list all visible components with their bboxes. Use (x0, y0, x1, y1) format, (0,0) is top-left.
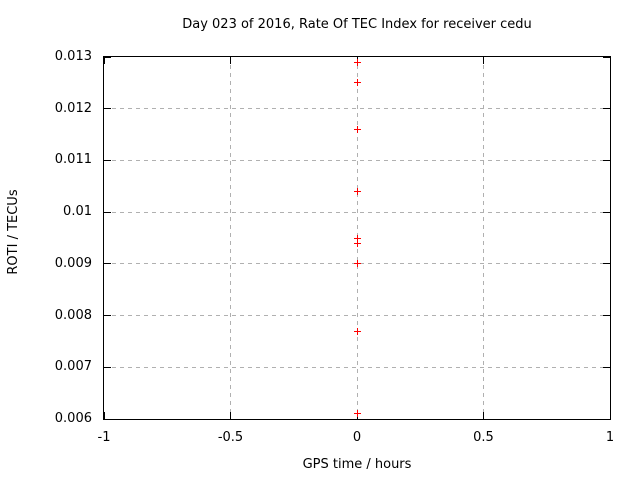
y-tick-mark-left (104, 315, 111, 317)
y-tick-label: 0.011 (54, 152, 92, 168)
y-tick-label: 0.013 (54, 49, 92, 64)
y-tick-label: 0.012 (54, 100, 92, 116)
grid-line-vertical (483, 57, 484, 419)
plot-area (103, 56, 611, 420)
y-tick-mark-left (104, 159, 111, 161)
data-point (353, 79, 361, 87)
y-tick-mark-right (603, 211, 610, 213)
chart-title: Day 023 of 2016, Rate Of TEC Index for r… (182, 17, 532, 32)
y-tick-mark-left (104, 211, 111, 213)
x-tick-mark-bottom (230, 412, 231, 419)
x-tick-label: 0.5 (473, 430, 494, 445)
plus-marker-vbar (356, 187, 358, 195)
x-tick-label: 1 (605, 430, 615, 445)
data-point (353, 58, 361, 66)
y-tick-mark-left (104, 366, 111, 368)
y-tick-label: 0.009 (54, 255, 92, 271)
y-tick-mark-left (104, 263, 111, 265)
plus-marker-vbar (356, 260, 358, 268)
x-tick-mark-top (483, 57, 484, 64)
plus-marker-vbar (356, 239, 358, 247)
y-tick-mark-right (603, 159, 610, 161)
x-tick-mark-top (103, 57, 105, 64)
plus-marker-vbar (356, 79, 358, 87)
x-tick-mark-top (609, 57, 611, 64)
y-tick-mark-right (603, 108, 610, 110)
x-tick-mark-bottom (483, 412, 484, 419)
y-tick-mark-right (603, 263, 610, 265)
y-tick-mark-right (603, 56, 610, 58)
data-point (353, 410, 361, 418)
x-tick-label: 0 (352, 430, 362, 445)
data-point (353, 327, 361, 335)
plus-marker-vbar (356, 327, 358, 335)
y-tick-label: 0.007 (54, 359, 92, 375)
plus-marker-vbar (356, 125, 358, 133)
y-tick-mark-left (104, 108, 111, 110)
data-point (353, 187, 361, 195)
x-tick-label: -1 (97, 430, 111, 445)
x-axis-title: GPS time / hours (302, 457, 412, 472)
y-tick-mark-right (603, 315, 610, 317)
plus-marker-vbar (356, 410, 358, 418)
data-point (353, 125, 361, 133)
plus-marker-vbar (356, 234, 358, 242)
x-tick-mark-bottom (103, 412, 105, 419)
grid-line-vertical (230, 57, 231, 419)
x-tick-mark-bottom (609, 412, 611, 419)
y-tick-label: 0.01 (63, 204, 92, 220)
y-tick-label: 0.006 (54, 411, 92, 426)
y-tick-mark-left (104, 418, 111, 420)
data-point (353, 234, 361, 242)
y-tick-mark-left (104, 56, 111, 58)
x-tick-mark-top (230, 57, 231, 64)
y-tick-mark-right (603, 366, 610, 368)
data-point (353, 239, 361, 247)
y-tick-mark-right (603, 418, 610, 420)
plus-marker-vbar (356, 58, 358, 66)
y-tick-label: 0.008 (54, 307, 92, 323)
x-tick-label: -0.5 (217, 430, 244, 445)
data-point (353, 260, 361, 268)
